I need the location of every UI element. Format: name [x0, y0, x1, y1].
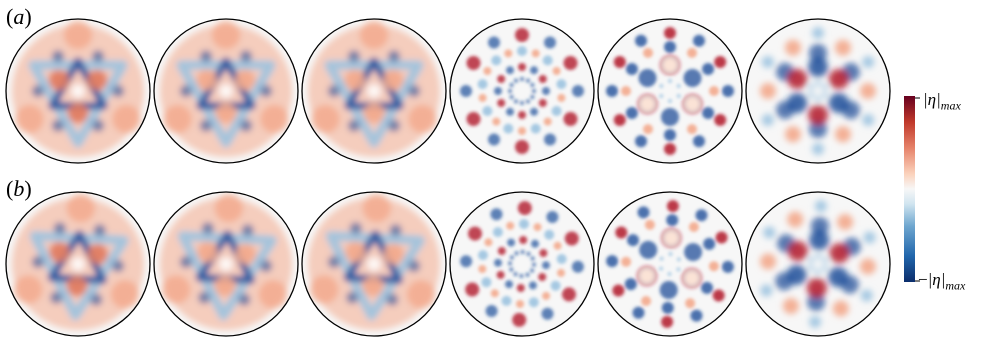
row-label-a-letter: a: [13, 4, 25, 29]
colorbar-gradient: [904, 96, 915, 282]
pattern-panel: [301, 191, 447, 337]
colorbar-min-sub: max: [945, 278, 966, 293]
pattern-panel: [153, 191, 299, 337]
pattern-panel: [597, 18, 743, 164]
pattern-panel: [153, 18, 299, 164]
pattern-panel: [745, 18, 891, 164]
row-label-b-close: ): [24, 176, 32, 201]
colorbar-min-symbol: |η|: [927, 270, 946, 289]
pattern-panel: [301, 18, 447, 164]
pattern-panel: [745, 191, 891, 337]
pattern-panel: [5, 191, 151, 337]
pattern-panel: [5, 18, 151, 164]
colorbar-max-label: |η|max: [923, 90, 961, 113]
colorbar-max-sub: max: [940, 98, 961, 113]
panels-layer: [5, 18, 891, 337]
pattern-panel: [597, 191, 743, 337]
row-label-a: (a): [6, 4, 32, 30]
row-label-b: (b): [6, 176, 32, 202]
row-label-a-open: (: [6, 4, 14, 29]
row-label-a-close: ): [24, 4, 32, 29]
pattern-panel: [449, 191, 595, 337]
colorbar-min-label: −|η|max: [918, 270, 965, 293]
row-label-b-open: (: [6, 176, 14, 201]
row-label-b-letter: b: [13, 176, 25, 201]
colorbar-max-symbol: |η|: [923, 90, 941, 109]
pattern-panel: [449, 18, 595, 164]
colorbar-min-prefix: −: [918, 270, 928, 289]
colorbar: [904, 96, 920, 282]
